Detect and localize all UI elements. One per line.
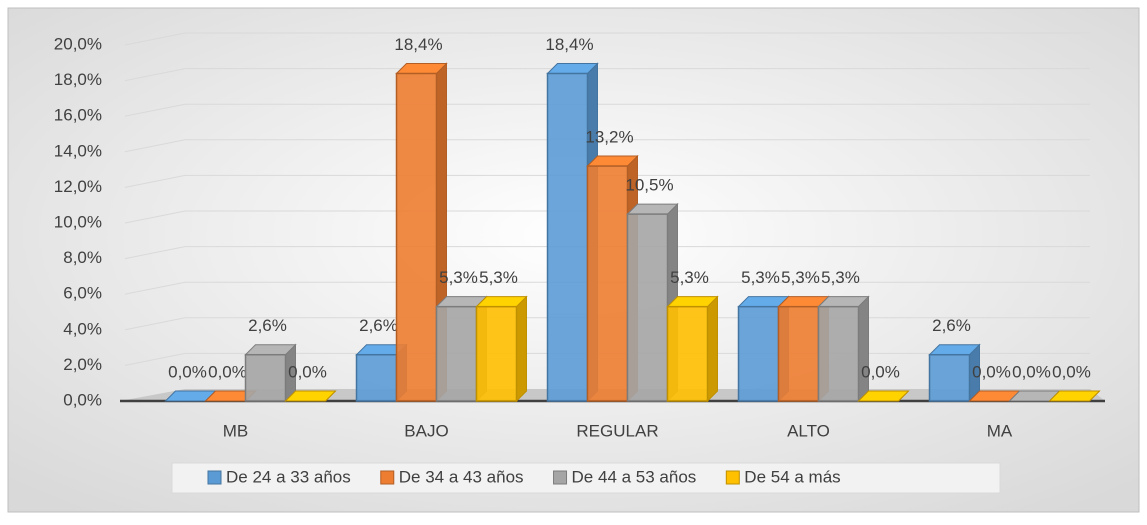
x-tick-label: ALTO [787,421,830,440]
data-label: 0,0% [168,362,207,381]
y-tick-label: 10,0% [54,212,102,231]
bar-front [475,305,518,402]
bar [666,295,719,403]
legend-label: De 24 a 33 años [226,467,351,486]
bar-top [1048,390,1101,402]
y-tick-label: 18,0% [54,70,102,89]
grid-line [124,281,1090,295]
y-tick-label: 4,0% [63,319,102,338]
bar [284,390,337,402]
grid-line [124,246,1090,260]
bar [857,390,910,402]
legend-swatch [380,470,395,485]
bar-front [626,213,669,402]
bar-front [546,72,589,402]
bar-front [817,305,860,402]
bar [475,295,528,403]
bar [395,62,448,403]
bar-side [707,295,718,403]
y-tick-label: 12,0% [54,177,102,196]
bar-front [244,353,287,402]
data-label: 10,5% [625,176,673,195]
legend-label: De 34 a 43 años [399,467,524,486]
grid-line [124,32,1090,46]
legend-swatch [207,470,222,485]
legend-label: De 54 a más [744,467,840,486]
y-tick-label: 20,0% [54,34,102,53]
data-label: 18,4% [394,35,442,54]
data-label: 2,6% [248,316,287,335]
data-label: 18,4% [545,35,593,54]
data-label: 0,0% [861,362,900,381]
bar-front [777,305,820,402]
grid-line [124,210,1090,224]
data-label: 5,3% [479,268,518,287]
y-tick-label: 8,0% [63,248,102,267]
bar [928,343,981,403]
data-label: 5,3% [741,268,780,287]
legend-swatch [725,470,740,485]
y-tick-label: 0,0% [63,390,102,409]
legend-box [171,462,1001,494]
grid-line [124,68,1090,82]
bar-front [666,305,709,402]
bar-side [516,295,527,403]
data-label: 5,3% [439,268,478,287]
data-label: 13,2% [585,128,633,147]
y-tick-label: 2,0% [63,355,102,374]
data-label: 5,3% [670,268,709,287]
data-label: 0,0% [972,362,1011,381]
grid-line [124,139,1090,153]
bar-front [355,353,398,402]
data-label: 5,3% [821,268,860,287]
data-label: 0,0% [288,362,327,381]
bar [1048,390,1101,402]
x-tick-label: MA [987,421,1013,440]
x-tick-label: REGULAR [576,421,658,440]
bar [244,343,297,403]
bar [817,295,870,403]
bar-front [737,305,780,402]
bar-front [928,353,971,402]
y-tick-label: 14,0% [54,141,102,160]
x-tick-label: MB [223,421,249,440]
x-tick-label: BAJO [404,421,448,440]
legend-label: De 44 a 53 años [572,467,697,486]
data-label: 5,3% [781,268,820,287]
y-tick-label: 6,0% [63,284,102,303]
grid-line [124,174,1090,188]
data-label: 2,6% [359,316,398,335]
grid-line [124,103,1090,117]
bar-top [284,390,337,402]
data-label: 0,0% [208,362,247,381]
y-tick-label: 16,0% [54,106,102,125]
legend-swatch [553,470,568,485]
bar-top [857,390,910,402]
bar-front [435,305,478,402]
data-label: 0,0% [1012,362,1051,381]
bar-side [858,295,869,403]
bar-front [586,165,629,402]
data-label: 2,6% [932,316,971,335]
bar-front [395,72,438,402]
data-label: 0,0% [1052,362,1091,381]
bar [546,62,599,403]
